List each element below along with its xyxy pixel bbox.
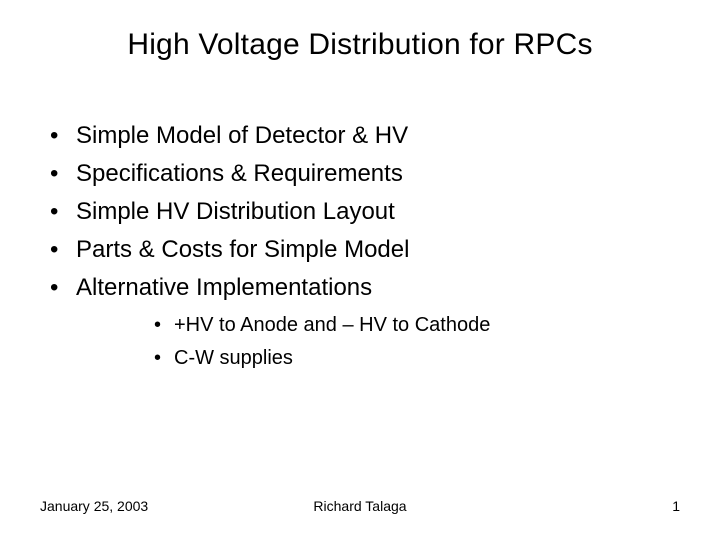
footer-page-number: 1 (672, 498, 680, 514)
list-item: +HV to Anode and – HV to Cathode (150, 310, 680, 341)
list-item: Simple HV Distribution Layout (40, 194, 680, 230)
slide-content: Simple Model of Detector & HV Specificat… (40, 118, 680, 376)
list-item: Alternative Implementations (40, 270, 680, 306)
slide-footer: January 25, 2003 Richard Talaga 1 (0, 498, 720, 520)
list-item: Specifications & Requirements (40, 156, 680, 192)
list-item: C-W supplies (150, 343, 680, 374)
bullet-list: Simple Model of Detector & HV Specificat… (40, 118, 680, 306)
list-item: Simple Model of Detector & HV (40, 118, 680, 154)
slide: High Voltage Distribution for RPCs Simpl… (0, 0, 720, 540)
list-item: Parts & Costs for Simple Model (40, 232, 680, 268)
footer-author: Richard Talaga (0, 498, 720, 514)
sub-bullet-list: +HV to Anode and – HV to Cathode C-W sup… (150, 310, 680, 374)
slide-title: High Voltage Distribution for RPCs (0, 0, 720, 62)
